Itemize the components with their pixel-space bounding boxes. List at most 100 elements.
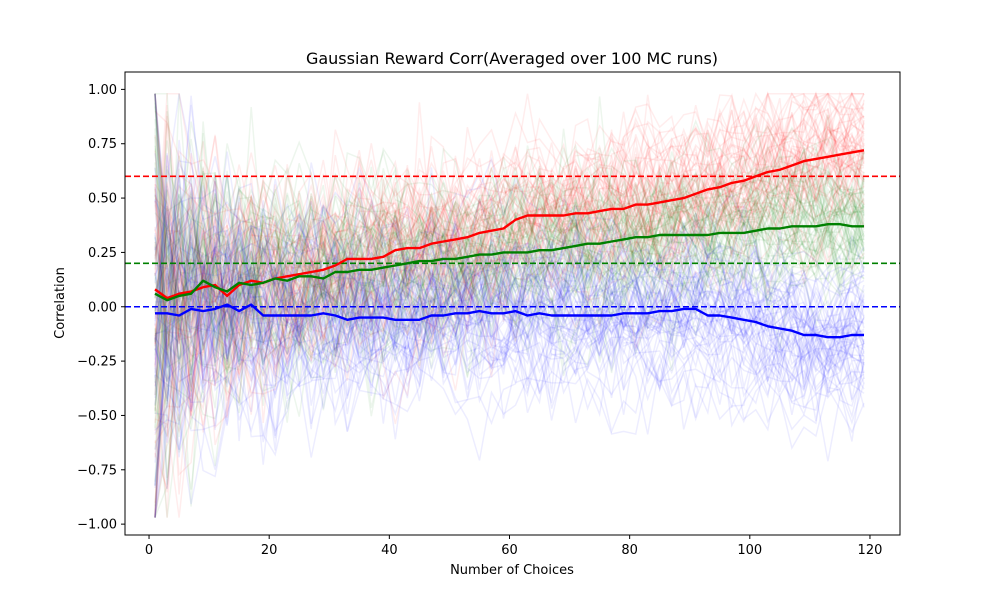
mc-run-line bbox=[154, 246, 865, 388]
mc-run-line bbox=[154, 91, 865, 342]
mean-series-line bbox=[155, 303, 864, 339]
mc-run-line bbox=[154, 274, 865, 443]
mc-run-line bbox=[154, 93, 865, 366]
mc-runs-layer bbox=[154, 90, 865, 518]
mc-run-line bbox=[154, 198, 865, 373]
mc-run-line bbox=[154, 142, 865, 477]
mc-run-line bbox=[154, 158, 865, 388]
mc-run-line bbox=[154, 128, 865, 365]
mc-run-line bbox=[154, 112, 865, 366]
mc-run-line bbox=[154, 176, 865, 365]
mc-run-line bbox=[154, 272, 865, 435]
mc-run-line bbox=[154, 121, 865, 486]
mc-run-line bbox=[154, 228, 865, 393]
mc-run-line bbox=[154, 230, 865, 451]
mc-run-line bbox=[154, 97, 865, 350]
mc-run-line bbox=[154, 212, 865, 403]
mc-run-line bbox=[154, 111, 865, 428]
mc-run-line bbox=[154, 174, 865, 432]
mc-run-line bbox=[154, 221, 865, 450]
mc-run-line bbox=[154, 210, 865, 439]
x-tick-label: 40 bbox=[381, 543, 398, 558]
y-tick-label: 0.00 bbox=[88, 300, 117, 315]
mc-run-line bbox=[154, 143, 865, 375]
mc-run-line bbox=[154, 185, 865, 436]
mc-run-line bbox=[154, 111, 865, 351]
x-tick-label: 120 bbox=[858, 543, 883, 558]
mc-run-line bbox=[154, 188, 865, 352]
mc-run-line bbox=[154, 165, 865, 412]
mc-run-line bbox=[154, 207, 865, 357]
mc-run-line bbox=[154, 109, 865, 342]
mc-run-line bbox=[154, 106, 865, 312]
mc-run-line bbox=[154, 163, 865, 489]
mc-run-line bbox=[154, 156, 865, 493]
y-tick-label: 1.00 bbox=[88, 83, 117, 98]
mc-run-line bbox=[154, 201, 865, 451]
mc-run-line bbox=[154, 147, 865, 406]
mc-run-line bbox=[154, 218, 865, 431]
mc-run-line bbox=[154, 177, 865, 369]
mc-run-line bbox=[154, 94, 865, 518]
mc-run-line bbox=[154, 132, 865, 507]
mc-run-line bbox=[154, 181, 865, 375]
mc-run-line bbox=[154, 250, 865, 489]
mc-run-line bbox=[154, 93, 865, 363]
mc-run-line bbox=[154, 152, 865, 385]
mc-run-line bbox=[154, 174, 865, 411]
mc-run-line bbox=[154, 119, 865, 516]
y-axis-ticks: −1.00 −0.75 −0.50 −0.25 0.00 0.25 0.50 0.75 1.00 bbox=[77, 83, 125, 533]
mc-run-line bbox=[154, 91, 864, 337]
mc-run-line bbox=[154, 118, 865, 371]
mc-run-line bbox=[154, 274, 865, 451]
y-tick-label: −1.00 bbox=[77, 518, 117, 533]
mc-run-line bbox=[154, 114, 865, 330]
mc-run-line bbox=[154, 148, 865, 303]
mc-run-line bbox=[154, 171, 865, 467]
mc-run-line bbox=[154, 120, 865, 350]
mc-run-line bbox=[154, 240, 865, 442]
mc-run-line bbox=[154, 91, 865, 342]
mc-run-line bbox=[154, 91, 865, 332]
y-tick-label: −0.50 bbox=[77, 409, 117, 424]
mc-run-line bbox=[154, 161, 865, 478]
x-tick-label: 0 bbox=[145, 543, 153, 558]
mc-run-line bbox=[154, 161, 865, 351]
mc-run-line bbox=[154, 120, 865, 415]
mc-run-line bbox=[154, 198, 865, 388]
mc-run-line bbox=[154, 93, 865, 360]
mc-run-line bbox=[154, 199, 865, 391]
x-axis-title: Number of Choices bbox=[450, 563, 574, 578]
mc-run-line bbox=[154, 225, 865, 402]
mc-run-line bbox=[154, 128, 865, 485]
mc-run-line bbox=[154, 258, 865, 505]
mc-run-line bbox=[154, 152, 865, 344]
mc-run-line bbox=[154, 98, 865, 518]
mc-run-line bbox=[154, 136, 865, 434]
mc-run-line bbox=[154, 203, 865, 375]
mc-run-line bbox=[154, 246, 865, 490]
mc-run-line bbox=[154, 224, 865, 403]
mc-run-line bbox=[154, 134, 865, 432]
mc-run-line bbox=[154, 290, 865, 432]
mc-run-line bbox=[154, 273, 865, 487]
mc-run-line bbox=[154, 274, 865, 518]
mc-run-line bbox=[154, 193, 865, 383]
mc-run-line bbox=[154, 93, 865, 304]
mc-run-line bbox=[154, 115, 865, 411]
mc-run-line bbox=[154, 244, 865, 486]
mc-run-line bbox=[154, 104, 865, 332]
mc-run-line bbox=[154, 172, 865, 343]
x-tick-label: 60 bbox=[501, 543, 518, 558]
mc-run-line bbox=[154, 102, 865, 333]
y-tick-label: 0.50 bbox=[88, 192, 117, 207]
mc-run-line bbox=[154, 118, 865, 518]
mc-run-line bbox=[154, 191, 865, 430]
mc-run-line bbox=[154, 224, 865, 518]
mc-run-line bbox=[154, 165, 865, 335]
mc-run-line bbox=[154, 93, 865, 438]
mc-run-line bbox=[154, 169, 865, 409]
mc-run-line bbox=[154, 93, 865, 347]
mean-series-line bbox=[154, 223, 864, 302]
mc-run-line bbox=[154, 93, 865, 402]
